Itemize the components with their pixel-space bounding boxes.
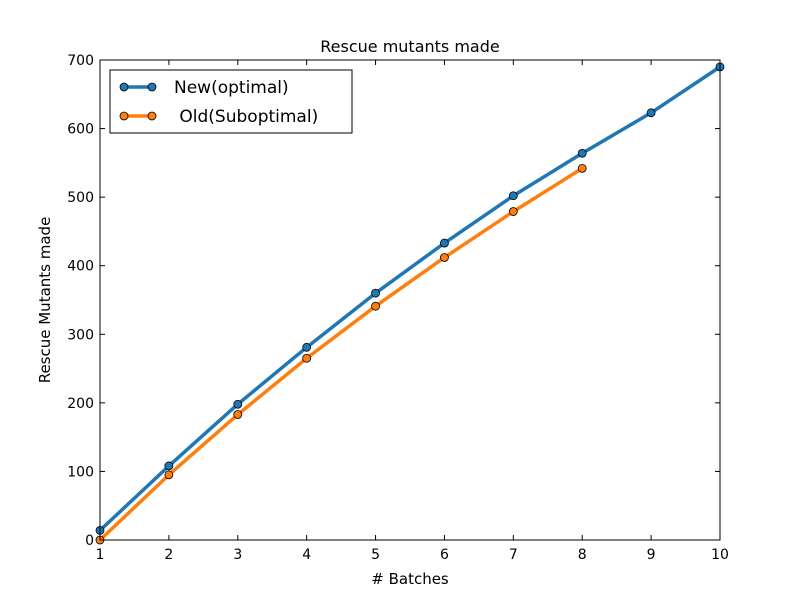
data-point — [646, 108, 656, 118]
data-point — [508, 191, 518, 201]
data-point — [164, 461, 174, 471]
series-1 — [95, 62, 725, 535]
data-point — [371, 301, 380, 311]
x-tick-label: 5 — [371, 547, 380, 563]
series-2 — [95, 163, 587, 545]
series-layer — [95, 62, 725, 545]
legend-label: Old(Suboptimal) — [174, 107, 318, 127]
plot-frame — [99, 59, 721, 541]
data-point — [371, 288, 380, 298]
legend: New(optimal) Old(Suboptimal) — [109, 69, 353, 134]
data-point — [233, 399, 243, 409]
data-point — [440, 238, 449, 248]
x-tick-label: 9 — [647, 547, 656, 563]
data-point — [440, 253, 449, 262]
legend-marker — [147, 82, 157, 92]
data-point — [164, 470, 174, 480]
data-point — [577, 148, 587, 158]
legend-marker — [119, 111, 129, 121]
y-tick-label: 0 — [85, 533, 94, 549]
data-point — [233, 410, 243, 419]
legend-entry: New(optimal) — [119, 78, 289, 98]
y-tick-label: 500 — [67, 190, 94, 206]
data-point — [302, 353, 312, 363]
x-axis-title: # Batches — [371, 570, 449, 588]
chart-title: Rescue mutants made — [320, 37, 499, 56]
x-tick-label: 6 — [440, 547, 449, 563]
x-tick-label: 8 — [578, 547, 587, 563]
series-line-1 — [98, 65, 721, 532]
x-tick-label: 4 — [302, 547, 311, 563]
legend-box — [109, 69, 353, 134]
y-tick-label: 700 — [67, 53, 94, 69]
y-tick-label: 400 — [67, 259, 94, 275]
x-tick-label: 3 — [233, 547, 242, 563]
data-point — [302, 342, 312, 352]
x-tick-label: 1 — [96, 547, 105, 563]
series-line-2 — [98, 166, 584, 542]
y-tick-label: 100 — [67, 464, 94, 480]
legend-entry: Old(Suboptimal) — [119, 107, 318, 127]
x-tick-label: 7 — [509, 547, 518, 563]
legend-marker — [119, 82, 129, 92]
legend-label: New(optimal) — [174, 78, 289, 98]
y-tick-label: 300 — [67, 327, 94, 343]
x-tick-label: 10 — [711, 547, 729, 563]
y-tick-label: 200 — [67, 396, 94, 412]
y-tick-label: 600 — [67, 122, 94, 138]
legend-marker — [147, 111, 157, 121]
y-axis-title: Rescue Mutants made — [36, 217, 54, 384]
x-tick-label: 2 — [164, 547, 173, 563]
data-point — [508, 207, 518, 216]
data-point — [577, 163, 587, 173]
